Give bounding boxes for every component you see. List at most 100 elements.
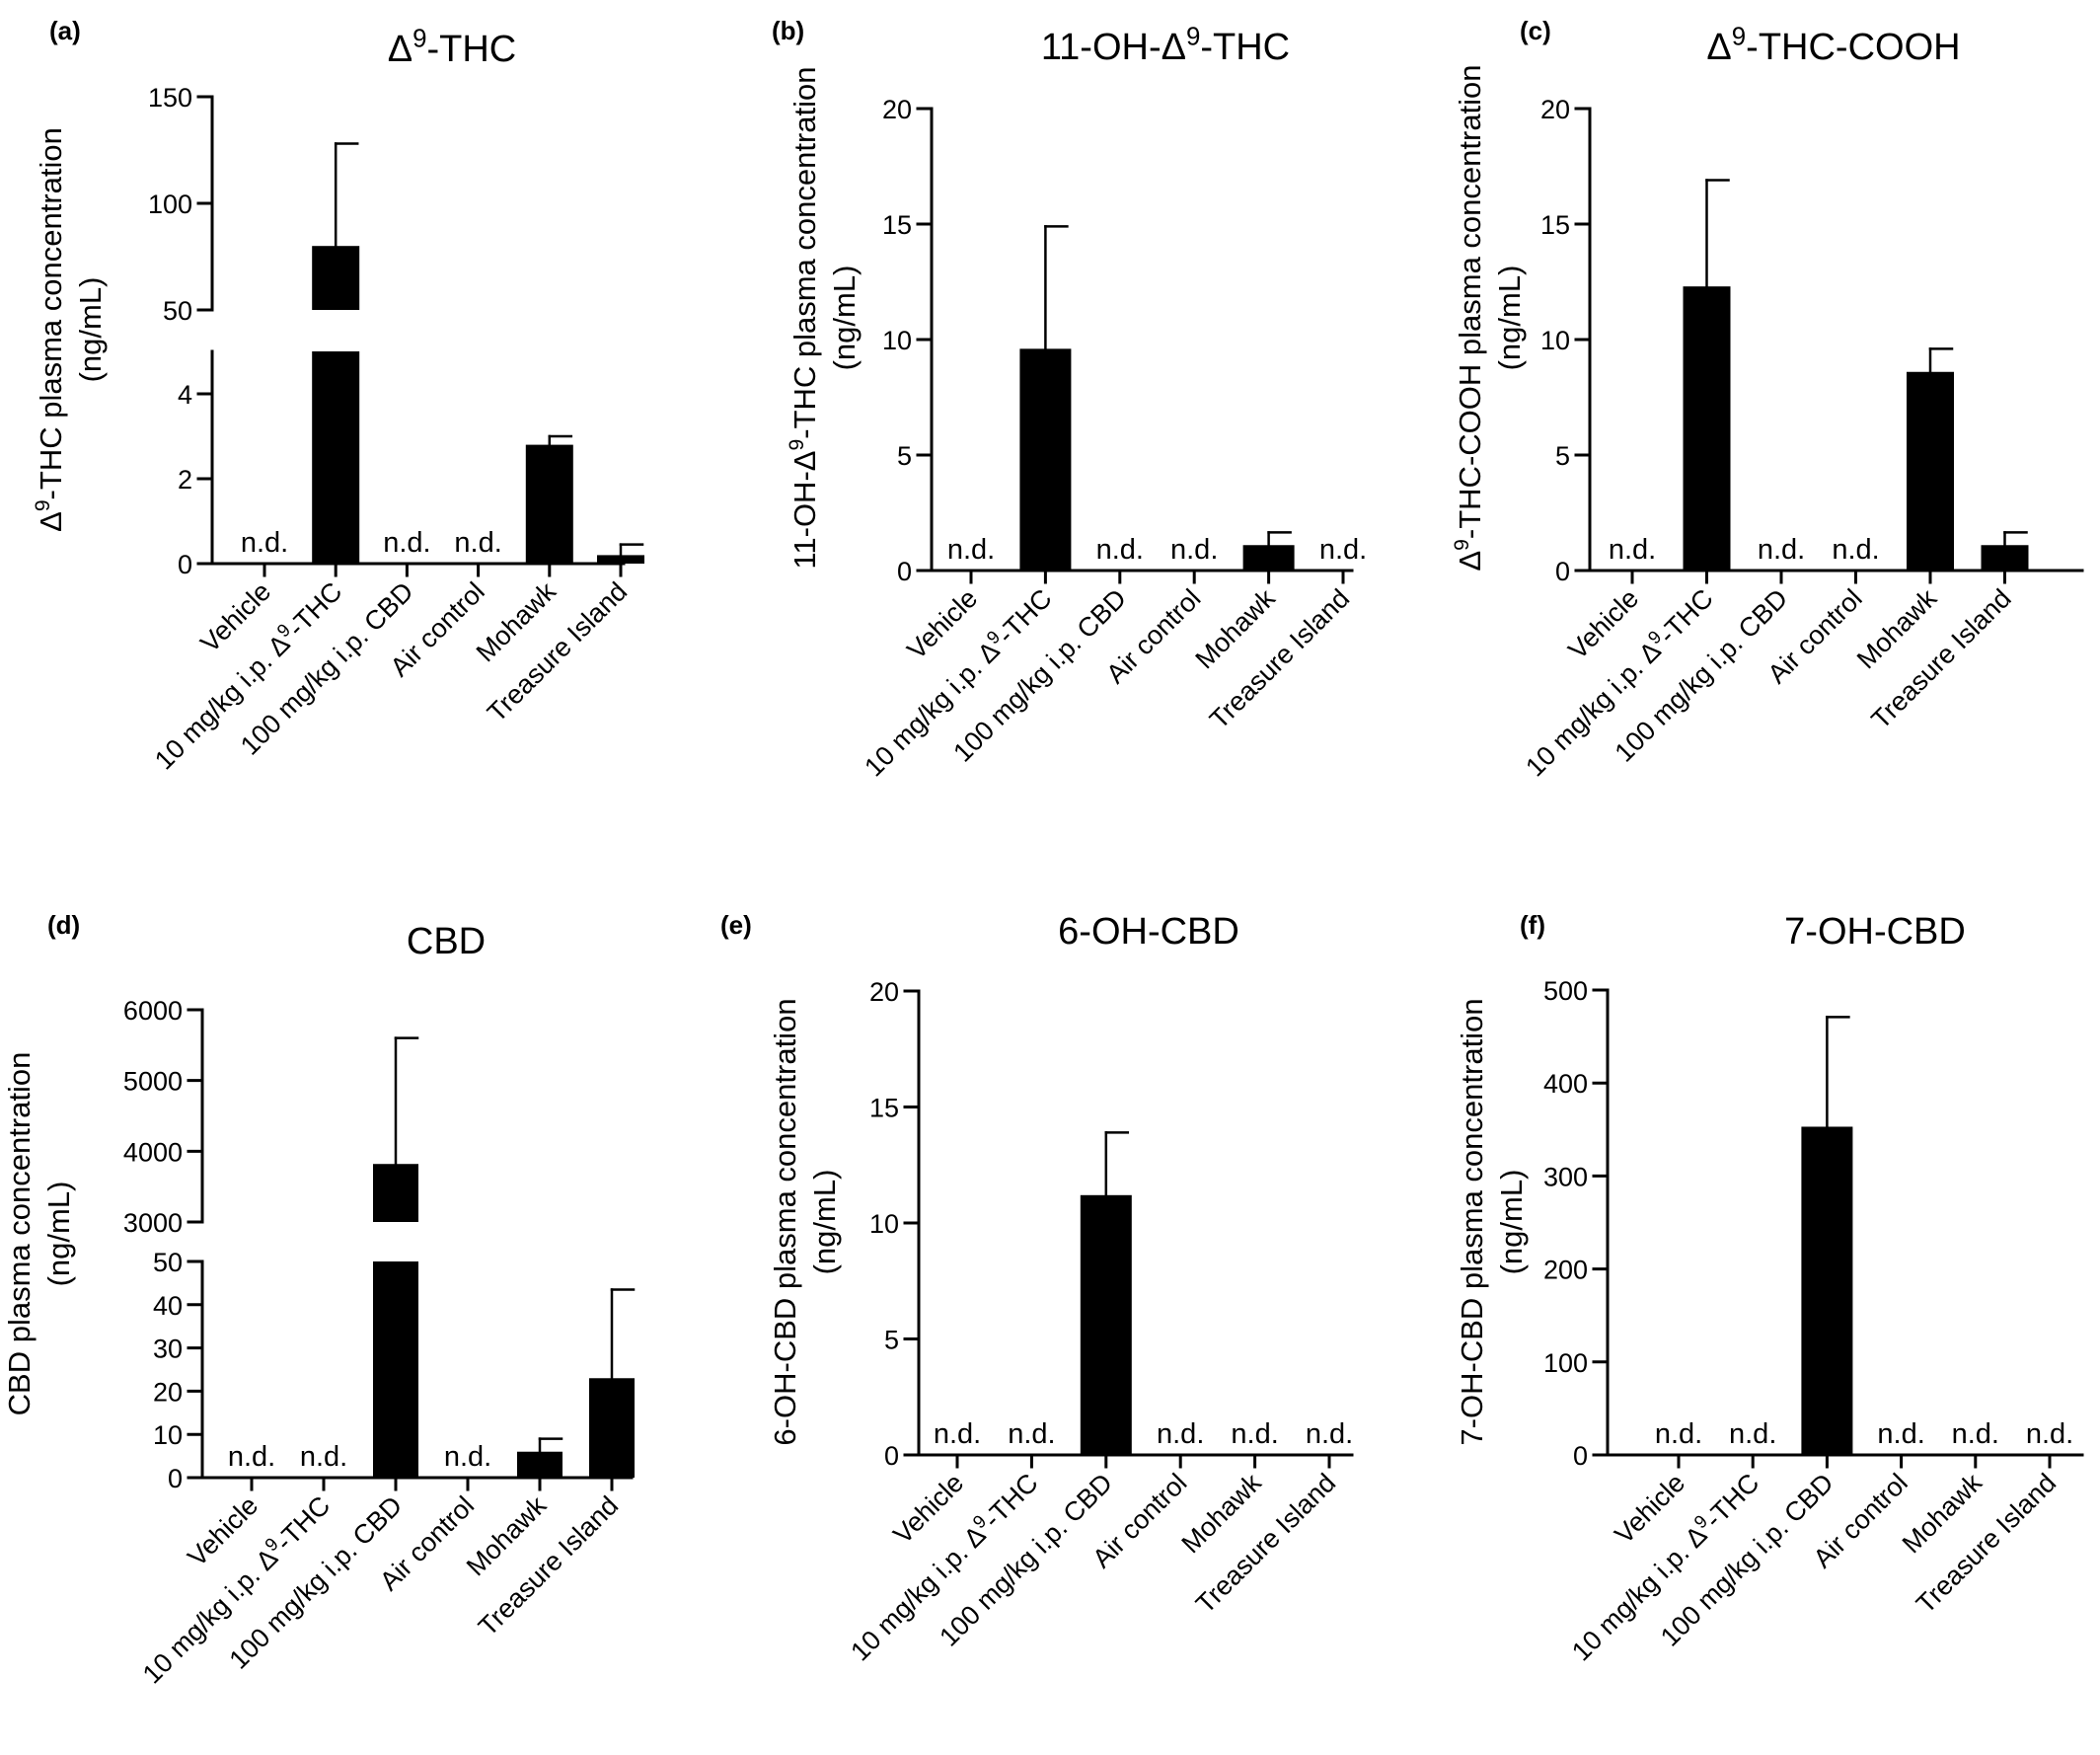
y-tick-label: 10 (153, 1420, 183, 1450)
y-tick-label: 15 (1540, 210, 1570, 240)
nd-label: n.d. (1609, 534, 1656, 566)
nd-label: n.d. (1877, 1418, 1924, 1450)
bar (373, 1164, 418, 1222)
y-tick-label: 150 (148, 83, 192, 113)
bar (1080, 1194, 1132, 1455)
nd-label: n.d. (1729, 1418, 1776, 1450)
y-tick-label: 200 (1543, 1256, 1588, 1285)
y-tick-label: 50 (153, 1248, 183, 1277)
chart-title: 7-OH-CBD (1784, 911, 1966, 953)
nd-label: n.d. (1008, 1418, 1055, 1450)
y-tick-label: 0 (168, 1464, 183, 1493)
x-tick-label: Treasure Island (1911, 1468, 2062, 1619)
chart-panel-f: (f) 7-OH-CBD 7-OH-CBD plasma concentration… (1455, 910, 2084, 1666)
x-tick-label: Treasure Island (1190, 1468, 1341, 1619)
nd-label: n.d. (1952, 1418, 1999, 1450)
nd-label: n.d. (1231, 1418, 1278, 1450)
chart-title: CBD (407, 921, 486, 962)
y-tick-label: 5000 (123, 1067, 183, 1097)
chart-panel-d: (d) CBD CBD plasma concentration (ng/mL) 0 10… (2, 910, 636, 1689)
bar (525, 444, 573, 564)
bar (1019, 348, 1072, 571)
y-tick-label: 5 (884, 1326, 899, 1355)
y-axis-label: Δ9​-THC plasma concentration(ng/mL) (32, 127, 108, 532)
y-axis-label: 11-OH-Δ9​-THC plasma concentration(ng/mL… (786, 66, 862, 569)
x-tick-label: Treasure Island (1204, 583, 1355, 734)
y-tick-label: 2 (178, 465, 192, 495)
nd-label: n.d. (444, 1441, 491, 1473)
nd-label: n.d. (228, 1441, 275, 1473)
y-tick-label: 100 (148, 190, 192, 219)
y-tick-label: 3000 (123, 1208, 183, 1238)
nd-label: n.d. (2026, 1418, 2073, 1450)
y-tick-label: 0 (897, 557, 912, 586)
y-tick-label: 500 (1543, 976, 1588, 1006)
y-tick-label: 10 (1540, 326, 1570, 355)
bar (517, 1451, 562, 1478)
bar (1683, 286, 1731, 571)
bar (597, 555, 644, 564)
y-tick-label: 15 (882, 210, 912, 240)
y-axis-label: Δ9​-THC-COOH plasma concentration(ng/mL) (1451, 64, 1527, 571)
y-axis-label: 7-OH-CBD plasma concentration (ng/mL) (1455, 998, 1529, 1445)
bar (373, 1261, 418, 1478)
panel-label: (c) (1520, 16, 1551, 45)
nd-label: n.d. (383, 527, 430, 559)
panel-label: (d) (47, 910, 80, 940)
chart-title: Δ9​-THC-COOH (1706, 24, 1960, 68)
bar (1801, 1126, 1853, 1455)
y-tick-label: 5 (897, 441, 912, 471)
y-tick-label: 10 (882, 326, 912, 355)
panel-label: (e) (720, 910, 752, 940)
y-tick-label: 20 (1540, 95, 1570, 124)
y-tick-label: 0 (1555, 557, 1570, 586)
y-tick-label: 5 (1555, 441, 1570, 471)
nd-label: n.d. (1157, 1418, 1204, 1450)
x-tick-label: Treasure Island (1866, 583, 2017, 734)
y-tick-label: 6000 (123, 996, 183, 1026)
bar (312, 351, 360, 564)
chart-panel-e: (e) 6-OH-CBD 6-OH-CBD plasma concentration… (720, 910, 1354, 1666)
y-tick-label: 0 (178, 550, 192, 579)
y-tick-label: 0 (1573, 1441, 1588, 1471)
nd-label: n.d. (1758, 534, 1805, 566)
y-tick-label: 50 (163, 296, 192, 326)
bar (1242, 545, 1295, 571)
nd-label: n.d. (1096, 534, 1144, 566)
chart-panel-c: (c) Δ9​-THC-COOH Δ9​-THC-COOH plasma conce… (1451, 16, 2084, 782)
y-tick-label: 40 (153, 1291, 183, 1321)
y-tick-label: 30 (153, 1335, 183, 1364)
bar (312, 246, 360, 310)
nd-label: n.d. (300, 1441, 347, 1473)
nd-label: n.d. (947, 534, 995, 566)
y-axis-label: CBD plasma concentration (ng/mL) (2, 1052, 76, 1416)
y-tick-label: 20 (153, 1377, 183, 1407)
bar (589, 1378, 635, 1478)
chart-panel-a: (a) Δ9​-THC Δ9​-THC plasma concentration(n… (32, 16, 644, 775)
nd-label: n.d. (241, 527, 288, 559)
nd-label: n.d. (1306, 1418, 1353, 1450)
y-tick-label: 15 (869, 1094, 899, 1123)
nd-label: n.d. (934, 1418, 981, 1450)
panel-label: (b) (772, 16, 804, 45)
y-tick-label: 100 (1543, 1348, 1588, 1378)
nd-label: n.d. (1832, 534, 1879, 566)
bar (1907, 371, 1954, 571)
y-tick-label: 10 (869, 1209, 899, 1239)
y-tick-label: 4 (178, 380, 192, 410)
chart-title: 11-OH-Δ9​-THC (1041, 24, 1290, 68)
y-axis-label: 6-OH-CBD plasma concentration (ng/mL) (768, 998, 842, 1445)
chart-title: 6-OH-CBD (1058, 911, 1239, 953)
nd-label: n.d. (1319, 534, 1367, 566)
bar (1981, 545, 2029, 571)
y-tick-label: 20 (869, 977, 899, 1007)
nd-label: n.d. (454, 527, 501, 559)
panel-label: (f) (1520, 910, 1545, 940)
chart-title: Δ9​-THC (388, 26, 517, 70)
y-tick-label: 4000 (123, 1137, 183, 1167)
nd-label: n.d. (1655, 1418, 1702, 1450)
y-tick-label: 20 (882, 95, 912, 124)
y-tick-label: 300 (1543, 1162, 1588, 1191)
nd-label: n.d. (1170, 534, 1218, 566)
